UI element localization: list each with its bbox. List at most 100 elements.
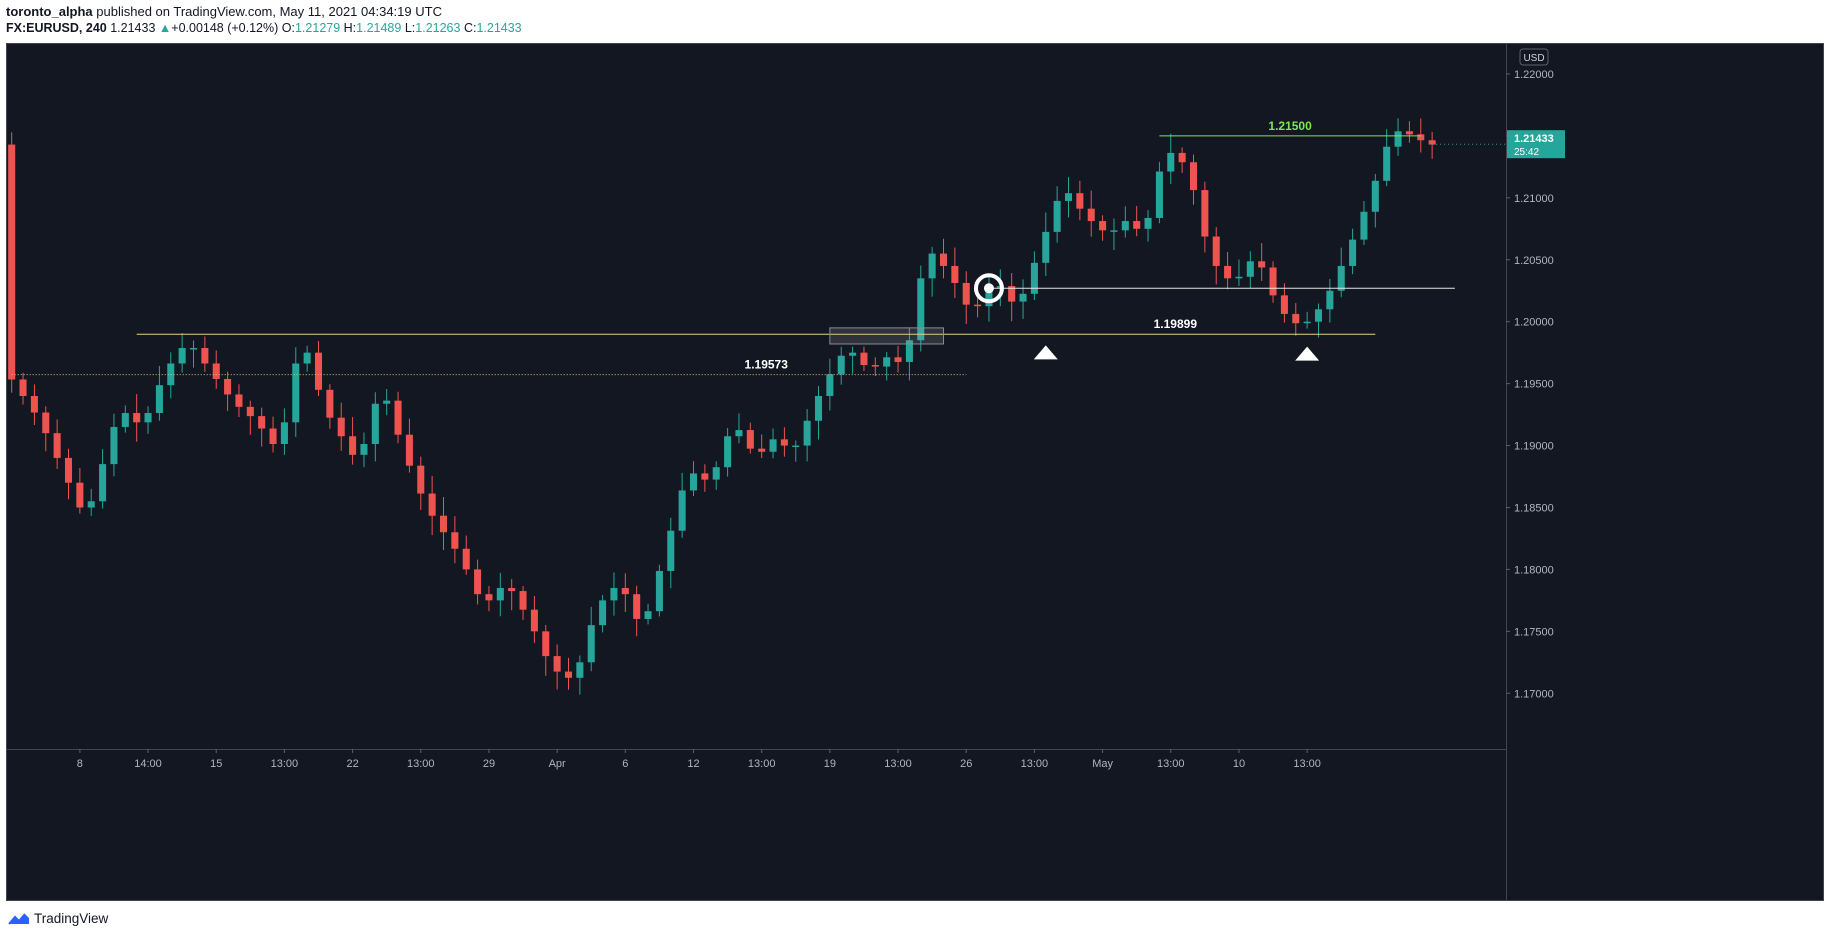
symbol-name[interactable]: FX:EURUSD, 240 [6,21,107,35]
arrow-up-icon [1033,345,1058,360]
x-tick-label: 13:00 [748,758,776,770]
candle-body [587,625,595,663]
candle-body [814,396,823,421]
publish-info: toronto_alpha published on TradingView.c… [6,4,442,19]
candle-body [928,253,936,279]
low-label: L: [404,21,416,35]
candle-body [689,473,698,491]
candle-body [76,482,84,508]
annotation-price-label: 1.21500 [1268,119,1312,133]
y-tick-label: 1.20500 [1514,255,1554,267]
x-tick-label: 10 [1233,758,1245,770]
candle-body [508,587,516,592]
candle-body [1292,313,1300,324]
price-change: +0.00148 (+0.12%) [171,21,279,35]
y-tick-label: 1.19500 [1514,379,1554,391]
candle-body [1349,239,1357,266]
candle-body [19,379,27,396]
candle-body [144,413,152,423]
candle-body [1121,221,1129,231]
countdown-label: 25:42 [1514,147,1539,158]
candle-body [1042,231,1050,263]
candle-body [189,348,198,350]
candle-body [1099,221,1107,231]
candle-body [1360,211,1368,240]
candle-body [439,515,448,533]
candle-body [303,352,311,364]
candle-body [576,662,584,678]
candle-body [121,413,129,427]
tradingview-logo-icon [8,912,29,925]
candle-body [485,594,493,601]
x-tick-label: 14:00 [134,758,162,770]
x-tick-label: Apr [549,758,566,770]
y-tick-label: 1.18500 [1514,502,1554,514]
candle-body [1019,293,1027,302]
candle-body [64,457,73,483]
x-tick-label: 13:00 [1293,758,1321,770]
candle-body [360,443,368,455]
open-label: O: [281,21,295,35]
candle-body [110,426,118,465]
x-tick-label: May [1092,758,1113,770]
candle-body [178,348,186,364]
candle-body [337,417,345,437]
candle-body [474,569,482,595]
y-tick-label: 1.17000 [1514,688,1554,700]
candle-body [939,253,948,266]
tradingview-brand[interactable]: TradingView [8,911,108,926]
low-value: 1.21263 [415,21,461,35]
x-tick-label: 19 [824,758,836,770]
candle-body [1030,262,1038,294]
candle-body [212,363,220,379]
candle-body [1394,131,1402,147]
candle-body [1064,193,1073,201]
annotation-price-label: 1.19899 [1154,317,1198,331]
publish-text: published on TradingView.com, May 11, 20… [92,4,442,19]
author-name[interactable]: toronto_alpha [6,4,93,19]
annotation-price-label: 1.19573 [745,358,789,372]
candle-body [530,609,538,632]
candle-body [280,422,288,444]
candle-body [678,490,686,531]
candle-body [712,467,720,480]
candle-body [1076,193,1084,209]
target-dot-icon [983,283,994,294]
candle-body [780,439,788,446]
x-tick-label: 29 [483,758,495,770]
candle-body [224,378,232,395]
x-tick-label: 8 [77,758,83,770]
price-chart[interactable]: USD 1.22000 1.21500 1.21000 1.20500 1.20000 1.… [6,43,1824,901]
currency-label: USD [1523,53,1544,64]
candle-body [883,357,891,367]
open-value: 1.21279 [294,21,341,35]
candle-body [894,357,902,362]
candle-body [1235,276,1243,279]
candle-body [644,611,652,619]
candle-body [1280,295,1288,314]
last-price: 1.21433 [110,21,156,35]
candle-body [564,671,573,678]
current-price-tag [1507,130,1565,159]
x-tick-label: 22 [346,758,358,770]
candle-body [201,348,209,364]
close-value: 1.21433 [476,21,522,35]
candle-body [633,594,641,619]
candle-body [701,473,709,480]
y-tick-label: 1.22000 [1514,69,1554,81]
candle-body [1405,131,1413,135]
chart-svg[interactable]: USD 1.22000 1.21500 1.21000 1.20500 1.20000 1.… [6,43,1824,901]
candle-body [1189,162,1198,191]
candle-body [758,448,766,452]
candle-body [1053,200,1061,232]
x-tick-label: 13:00 [884,758,912,770]
currency-box [1519,48,1549,66]
candle-body [860,352,868,366]
x-tick-label: 13:00 [271,758,299,770]
candle-body [803,420,811,446]
candle-body [246,406,254,417]
candle-body [519,591,527,610]
candle-body [1337,265,1345,291]
candle-body [724,436,732,468]
candle-body [871,365,879,367]
